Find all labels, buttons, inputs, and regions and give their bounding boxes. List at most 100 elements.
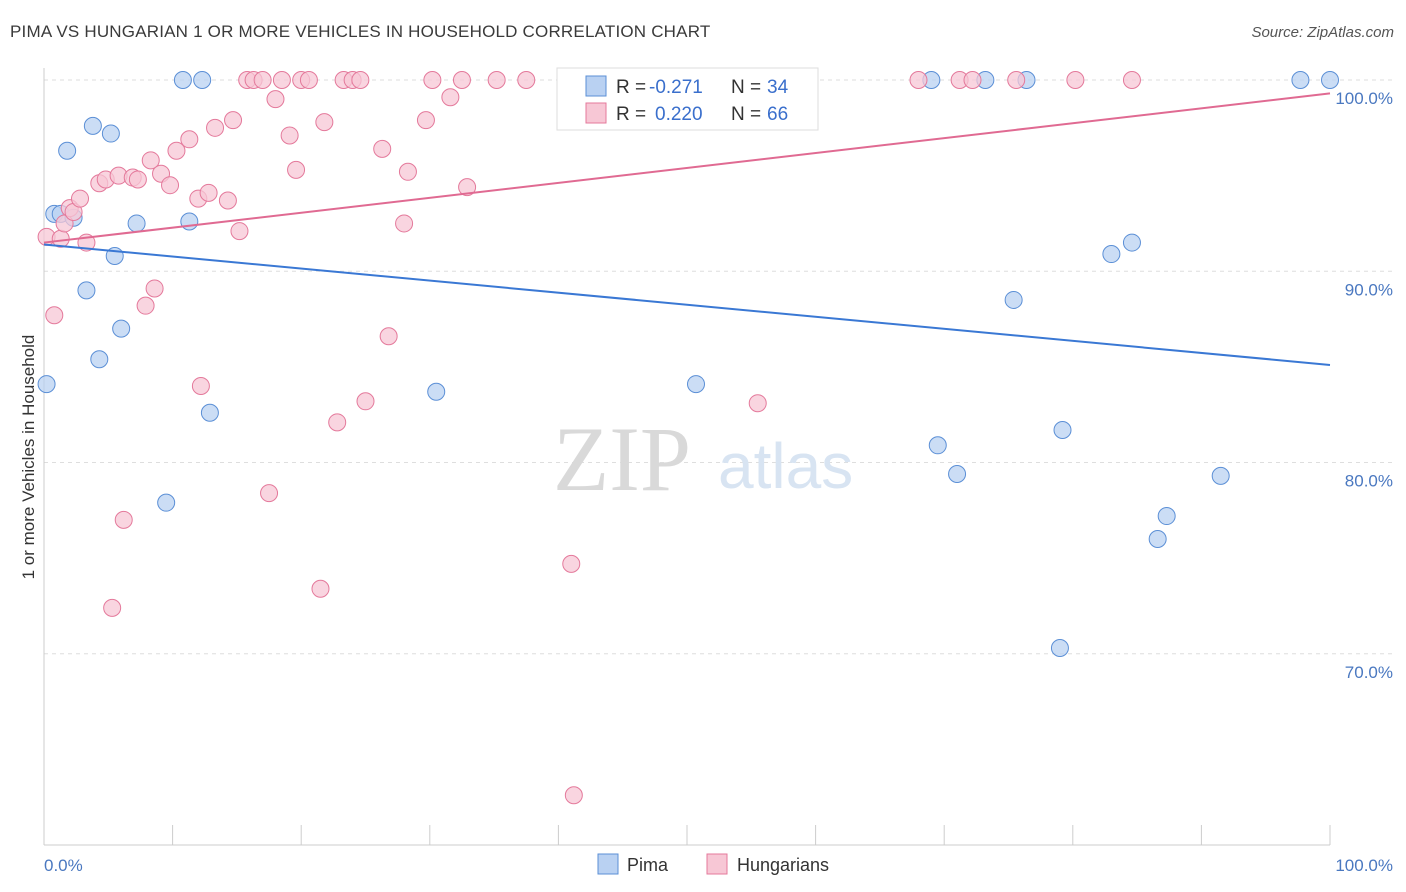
data-point (1050, 639, 1069, 658)
data-point (260, 484, 279, 503)
data-point (1291, 71, 1310, 89)
data-point (266, 90, 285, 109)
series-legend-label-pima: Pima (627, 855, 669, 875)
legend-r-label-pima: R = (616, 77, 646, 98)
axes (43, 68, 1331, 846)
data-point (253, 71, 272, 89)
y-tick-label: 80.0% (1345, 472, 1393, 491)
trend-layer (43, 92, 1331, 366)
stats-legend: R = -0.271 N = 34 R = 0.220 N = 66 (556, 67, 819, 131)
data-point (441, 88, 460, 107)
legend-r-value-pima: -0.271 (649, 77, 703, 98)
data-point (103, 598, 122, 617)
series-legend-swatch-pima (597, 853, 619, 875)
data-point (141, 151, 160, 170)
data-point (1148, 530, 1167, 548)
data-point (127, 214, 146, 233)
y-tick-label: 100.0% (1335, 89, 1393, 108)
data-point (1211, 466, 1230, 485)
data-point (173, 71, 192, 89)
data-point (487, 71, 506, 89)
data-point (206, 118, 225, 137)
data-point (71, 189, 90, 208)
data-point (315, 113, 334, 132)
chart-source: Source: ZipAtlas.com (1251, 24, 1394, 41)
data-point (427, 382, 446, 401)
data-point (356, 392, 375, 411)
data-point (928, 436, 947, 455)
data-point (379, 327, 398, 346)
data-point (1066, 71, 1085, 89)
data-point (218, 191, 237, 210)
data-point (395, 214, 414, 233)
legend-r-label-hungarians: R = (616, 104, 646, 125)
data-point (90, 350, 109, 369)
data-point (458, 178, 477, 197)
data-point (58, 141, 77, 160)
data-point (77, 281, 96, 300)
data-point (157, 493, 176, 512)
legend-n-value-pima: 34 (767, 77, 789, 98)
points-layer (37, 71, 1339, 805)
data-point (748, 394, 767, 413)
data-point (83, 116, 102, 135)
data-point (948, 464, 967, 483)
legend-swatch-pima (585, 75, 607, 97)
data-point (1004, 290, 1023, 309)
data-point (1007, 71, 1026, 89)
series-legend-swatch-hungarians (706, 853, 728, 875)
data-point (37, 375, 56, 394)
data-point (416, 111, 435, 130)
series-legend-label-hungarians: Hungarians (737, 855, 829, 875)
data-point (562, 554, 581, 573)
legend-n-label-pima: N = (731, 77, 761, 98)
y-tick-labels: 70.0% 80.0% 90.0% 100.0% (1335, 89, 1393, 682)
data-point (564, 786, 583, 805)
data-point (200, 403, 219, 422)
data-point (1122, 233, 1141, 252)
data-point (193, 71, 212, 89)
data-point (1102, 245, 1121, 264)
data-point (423, 71, 442, 89)
chart-title: PIMA VS HUNGARIAN 1 OR MORE VEHICLES IN … (10, 22, 711, 41)
data-point (180, 130, 199, 149)
data-point (161, 176, 180, 195)
x-tick-label-min: 0.0% (44, 856, 83, 875)
data-point (328, 413, 347, 432)
data-point (398, 162, 417, 181)
legend-n-value-hungarians: 66 (767, 104, 788, 125)
y-tick-label: 70.0% (1345, 663, 1393, 682)
data-point (224, 111, 243, 130)
data-point (1157, 507, 1176, 526)
watermark-atlas: atlas (718, 430, 853, 502)
data-point (191, 377, 210, 395)
data-point (687, 375, 706, 394)
grid (44, 79, 1392, 655)
data-point (1321, 71, 1339, 89)
data-point (452, 71, 471, 89)
trend-line-hungarians (43, 92, 1331, 244)
data-point (311, 579, 330, 598)
legend-r-value-hungarians: 0.220 (655, 104, 703, 125)
data-point (272, 71, 291, 89)
y-tick-label: 90.0% (1345, 280, 1393, 299)
data-point (45, 306, 64, 325)
data-point (230, 222, 249, 241)
data-point (167, 141, 186, 160)
series-pima-points (37, 71, 1339, 658)
data-point (114, 510, 133, 529)
watermark-zip: ZIP (553, 408, 691, 510)
data-point (101, 124, 120, 143)
data-point (112, 319, 131, 338)
data-point (1053, 420, 1072, 439)
series-legend: Pima Hungarians (597, 853, 829, 875)
data-point (299, 71, 318, 89)
watermark: ZIP atlas (553, 408, 853, 510)
trend-line-pima (43, 243, 1331, 366)
data-point (909, 71, 928, 89)
legend-swatch-hungarians (585, 102, 607, 124)
legend-n-label-hungarians: N = (731, 104, 761, 125)
data-point (963, 71, 982, 89)
data-point (128, 170, 147, 189)
